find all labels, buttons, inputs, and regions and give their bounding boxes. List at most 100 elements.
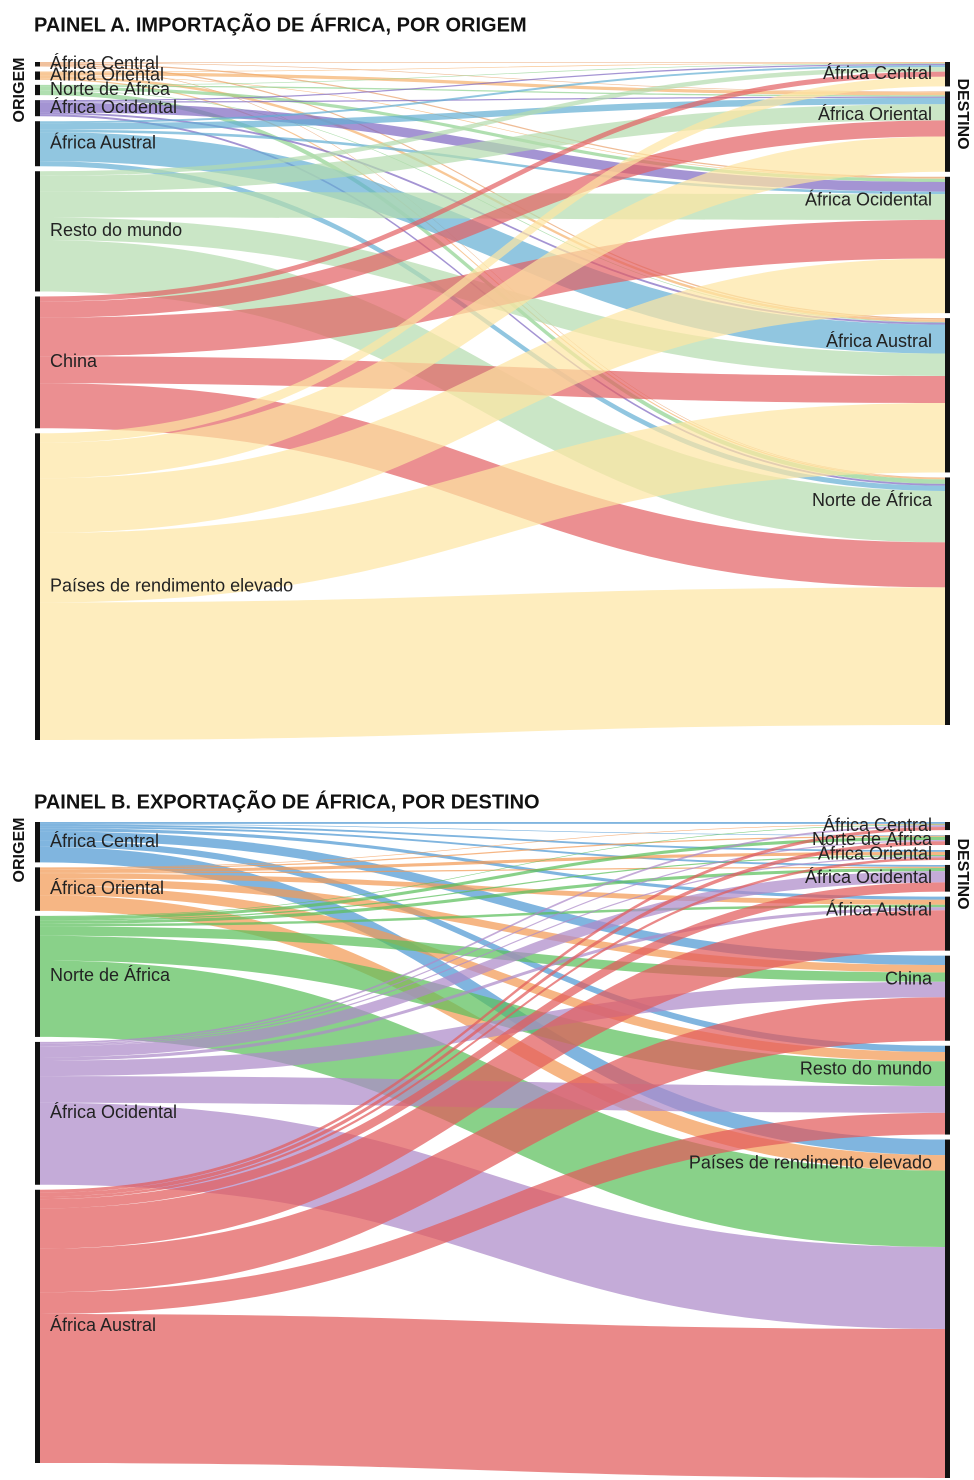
target-label: Resto do mundo — [800, 1059, 932, 1079]
chart-title: PAINEL B. EXPORTAÇÃO DE ÁFRICA, POR DEST… — [34, 790, 540, 813]
flow — [40, 882, 945, 1209]
chart-title: PAINEL A. IMPORTAÇÃO DE ÁFRICA, POR ORIG… — [34, 13, 527, 36]
flow — [40, 851, 945, 873]
target-bar — [945, 1045, 950, 1135]
flow — [40, 63, 945, 86]
flow — [40, 868, 945, 924]
target-label: África Oriental — [818, 844, 932, 864]
flow — [40, 71, 945, 302]
source-label: Norte de África — [50, 965, 171, 985]
flow — [40, 835, 945, 870]
source-label: China — [50, 351, 98, 371]
target-label: África Central — [823, 63, 932, 83]
source-bar — [35, 62, 40, 67]
flow — [40, 65, 945, 124]
flow — [40, 1313, 945, 1478]
flow — [40, 76, 945, 443]
target-bar — [945, 850, 950, 860]
flow — [40, 840, 945, 1052]
flow — [40, 873, 945, 905]
source-bar — [35, 915, 40, 1037]
target-label: África Oriental — [818, 104, 932, 124]
flow — [40, 104, 945, 192]
target-label: África Austral — [826, 899, 932, 919]
source-bar — [35, 121, 40, 167]
target-bar — [945, 1139, 950, 1478]
target-label: China — [885, 968, 933, 988]
flow — [40, 75, 945, 179]
target-label: Norte de África — [812, 829, 933, 849]
flow — [40, 824, 945, 852]
source-label: Resto do mundo — [50, 220, 182, 240]
flow — [40, 86, 945, 182]
source-bar — [35, 71, 40, 80]
source-label: África Ocidental — [50, 1102, 177, 1122]
target-bar — [945, 477, 950, 725]
flow — [40, 129, 945, 195]
target-label: Norte de África — [812, 490, 933, 510]
source-label: Norte de África — [50, 79, 171, 99]
target-bar — [945, 62, 950, 87]
source-bar — [35, 822, 40, 863]
flow — [40, 823, 945, 868]
flow — [40, 910, 945, 1249]
flow — [40, 997, 945, 1293]
flow — [40, 854, 945, 921]
flow — [40, 907, 945, 1061]
flow — [40, 258, 945, 533]
flow — [40, 62, 945, 63]
target-label: África Central — [823, 815, 932, 835]
flow — [40, 132, 945, 354]
flow — [40, 857, 945, 1200]
source-label: África Central — [50, 831, 159, 851]
flow — [40, 1112, 945, 1314]
source-label: Países de rendimento elevado — [50, 575, 293, 595]
source-bar — [35, 1041, 40, 1185]
flow — [40, 828, 945, 900]
flow — [40, 885, 945, 1062]
flow — [40, 64, 945, 320]
flow — [40, 67, 945, 176]
target-bar — [945, 896, 950, 951]
flow — [40, 62, 945, 73]
target-label: África Ocidental — [805, 867, 932, 887]
flow — [40, 825, 945, 1044]
flow — [40, 904, 945, 927]
flow — [40, 120, 945, 318]
target-bar — [945, 91, 950, 172]
target-bar — [945, 176, 950, 314]
source-label: África Oriental — [50, 878, 164, 898]
flow — [40, 823, 945, 836]
target-bar — [945, 318, 950, 473]
flow — [40, 161, 945, 491]
target-axis-label: DESTINO — [954, 838, 971, 909]
source-label: África Austral — [50, 132, 156, 152]
flow — [40, 822, 945, 824]
target-axis-label: DESTINO — [954, 78, 971, 149]
flow — [40, 587, 945, 740]
source-bar — [35, 1189, 40, 1463]
target-bar — [945, 955, 950, 1041]
flow — [40, 97, 945, 130]
flow — [40, 826, 945, 1193]
flow — [40, 136, 945, 479]
target-label: Países de rendimento elevado — [689, 1152, 932, 1172]
source-bar — [35, 296, 40, 429]
flow — [40, 831, 945, 965]
flow — [40, 824, 945, 917]
source-bar — [35, 171, 40, 292]
target-bar — [945, 835, 950, 846]
flow — [40, 219, 945, 357]
flow — [40, 871, 945, 1058]
flow — [40, 840, 945, 1046]
source-bar — [35, 84, 40, 96]
source-bar — [35, 100, 40, 117]
source-label: África Austral — [50, 1315, 156, 1335]
flow — [40, 836, 945, 920]
flow — [40, 85, 945, 97]
flow — [40, 826, 945, 867]
flow — [40, 856, 945, 1047]
source-bar — [35, 867, 40, 911]
flow — [40, 62, 945, 93]
